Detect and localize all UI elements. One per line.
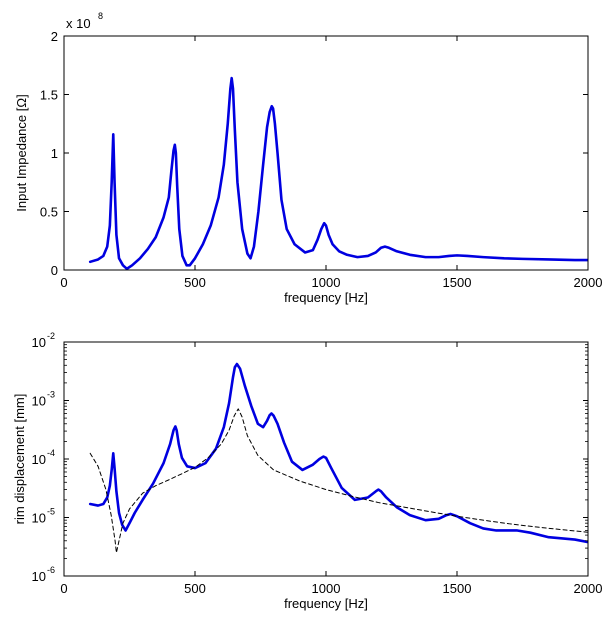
x-tick-label: 1500: [443, 581, 472, 596]
y-tick-label: 10: [32, 452, 46, 467]
y-tick-label: 1.5: [40, 88, 58, 103]
plot-lines: [88, 76, 588, 270]
y-tick-label: 10: [32, 335, 46, 350]
y-tick-exponent: -2: [47, 331, 55, 341]
x-axis-label: frequency [Hz]: [284, 290, 368, 305]
y-tick-label: 0.5: [40, 205, 58, 220]
y-tick-label: 1: [51, 146, 58, 161]
y-tick-label: 10: [32, 511, 46, 526]
y-tick-exponent: -5: [47, 507, 55, 517]
x-tick-label: 500: [184, 275, 206, 290]
x-tick-label: 1000: [312, 275, 341, 290]
x-tick-label: 0: [60, 275, 67, 290]
y-tick-exponent: -4: [47, 448, 55, 458]
y-tick-exponent: -3: [47, 390, 55, 400]
x-tick-label: 500: [184, 581, 206, 596]
y-scale-multiplier: x 10: [66, 16, 91, 31]
series-line-1: [89, 408, 588, 554]
y-tick-label: 2: [51, 29, 58, 44]
y-axis-label: Input Impedance [Ω]: [14, 94, 29, 211]
impedance-plot: 0 500 1000 1500 2000 0 0.5 1 1.5 2 frequency [Hz] I…: [14, 11, 602, 305]
x-axis-label: frequency [Hz]: [284, 596, 368, 611]
x-tick-label: 2000: [574, 275, 603, 290]
y-tick-label: 0: [51, 263, 58, 278]
series-line-0: [88, 76, 588, 270]
plot-lines: [88, 362, 588, 554]
series-line-0: [88, 362, 588, 544]
y-scale-multiplier-exponent: 8: [98, 11, 103, 21]
x-tick-label: 2000: [574, 581, 603, 596]
y-tick-label: 10: [32, 569, 46, 584]
y-tick-label: 10: [32, 394, 46, 409]
x-tick-label: 1500: [443, 275, 472, 290]
axes-box: [63, 35, 589, 271]
x-tick-label: 0: [60, 581, 67, 596]
x-tick-label: 1000: [312, 581, 341, 596]
y-tick-exponent: -6: [47, 565, 55, 575]
y-axis-label: rim displacement [mm]: [12, 394, 27, 525]
